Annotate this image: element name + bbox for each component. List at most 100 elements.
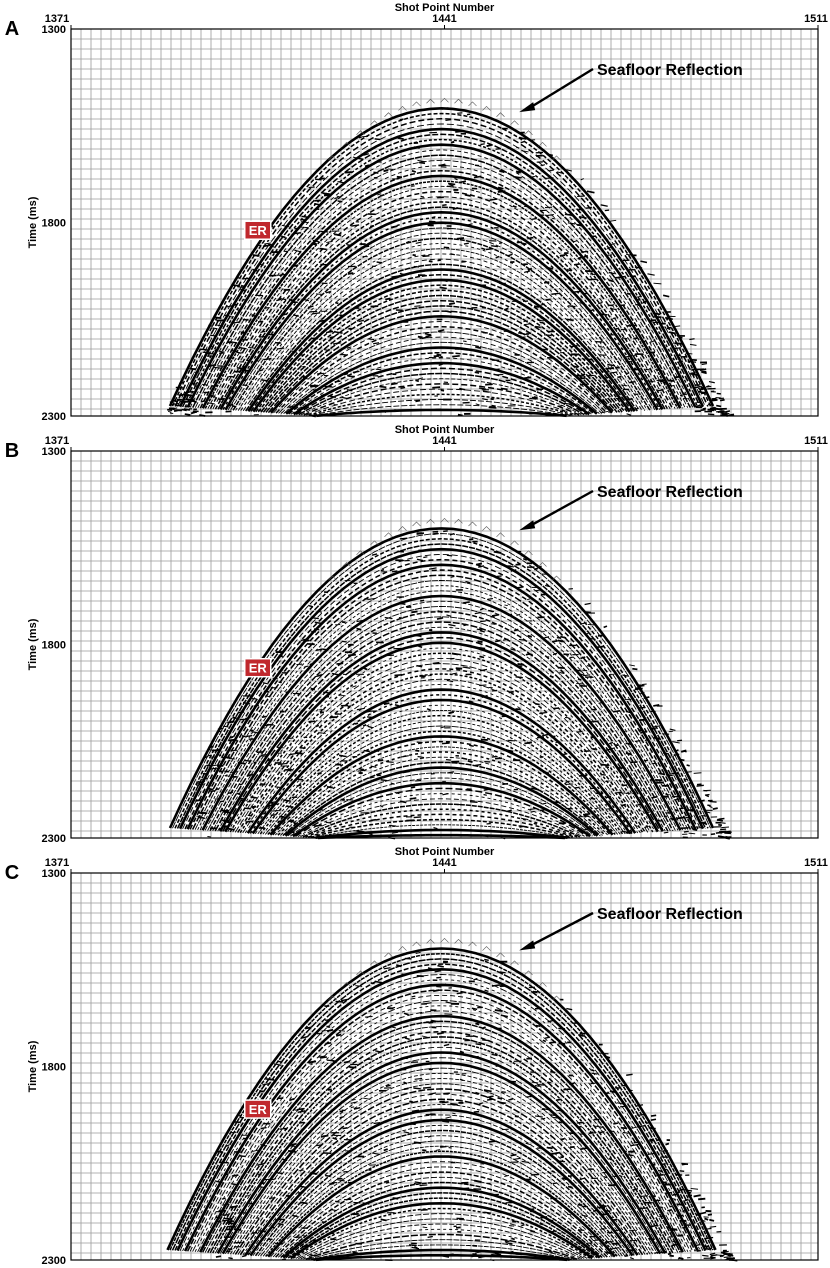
seismic-wiggles [168, 517, 732, 840]
noise-tick [584, 633, 589, 635]
noise-tick [527, 634, 533, 638]
noise-tick [399, 1159, 406, 1162]
noise-tick [289, 820, 296, 823]
noise-tick [717, 835, 725, 839]
noise-tick [435, 1149, 441, 1151]
noise-tick [307, 305, 314, 309]
reflection-event [230, 232, 653, 411]
noise-tick [238, 797, 244, 800]
noise-tick [278, 273, 286, 276]
noise-tick [348, 653, 356, 657]
apex-chevron [468, 521, 477, 527]
noise-tick [318, 610, 322, 613]
noise-tick [650, 1224, 658, 1228]
reflection-event [184, 558, 699, 830]
noise-tick [626, 413, 632, 416]
noise-tick [577, 1121, 584, 1124]
reflection-event [216, 1051, 667, 1254]
noise-tick [383, 702, 390, 706]
noise-tick [530, 1229, 536, 1233]
noise-tick [662, 294, 670, 298]
noise-tick [318, 673, 324, 677]
noise-tick [669, 818, 675, 821]
noise-tick [690, 1187, 699, 1190]
noise-tick [597, 1180, 602, 1183]
reflection-event [212, 1041, 671, 1254]
noise-tick [559, 351, 565, 354]
noise-tick [499, 169, 505, 174]
noise-tick [222, 756, 230, 759]
noise-tick [665, 317, 672, 320]
noise-tick [580, 656, 586, 660]
noise-tick [169, 400, 174, 403]
noise-tick [226, 1144, 230, 1147]
seafloor-reflection-label: Seafloor Reflection [597, 484, 743, 501]
noise-tick [681, 1163, 688, 1166]
noise-tick [302, 375, 307, 379]
noise-tick [424, 332, 432, 336]
noise-tick [315, 293, 322, 295]
noise-tick [479, 1102, 484, 1105]
noise-tick [368, 597, 376, 600]
noise-tick [521, 150, 529, 153]
noise-tick [693, 1243, 700, 1247]
noise-tick [668, 730, 674, 733]
noise-tick [475, 1043, 482, 1046]
apex-chevron [496, 532, 505, 538]
reflection-event [310, 1244, 573, 1260]
reflection-event [311, 399, 572, 416]
noise-tick [405, 240, 410, 244]
noise-tick [404, 957, 412, 960]
noise-tick [642, 300, 647, 304]
noise-tick [409, 797, 417, 800]
noise-tick [364, 598, 370, 600]
noise-tick [558, 1121, 562, 1124]
apex-chevron [454, 518, 463, 524]
noise-tick [443, 1043, 450, 1047]
noise-tick [379, 804, 384, 808]
noise-tick [491, 755, 498, 758]
noise-tick [710, 1254, 718, 1257]
noise-tick [331, 672, 339, 676]
reflection-event [250, 273, 633, 412]
noise-tick [655, 1138, 660, 1142]
noise-tick [585, 206, 592, 209]
noise-tick [590, 736, 595, 739]
noise-tick [444, 983, 449, 986]
reflection-event [201, 174, 682, 409]
reflection-event [201, 594, 682, 831]
reflection-event [288, 351, 595, 415]
noise-tick [276, 298, 282, 302]
noise-tick [215, 1255, 222, 1258]
noise-tick [412, 253, 416, 257]
noise-tick [452, 207, 459, 210]
noise-tick [228, 757, 235, 760]
noise-tick [553, 1116, 561, 1119]
noise-tick [448, 302, 456, 306]
noise-tick [706, 385, 710, 388]
noise-tick [415, 379, 420, 383]
noise-tick [252, 268, 258, 272]
plot-frame [70, 872, 819, 1261]
noise-tick [651, 1163, 656, 1166]
noise-tick [463, 623, 467, 627]
noise-tick [517, 332, 526, 335]
noise-tick [704, 793, 710, 796]
noise-tick [539, 809, 545, 812]
reflection-event [267, 730, 616, 835]
noise-tick [481, 694, 488, 699]
noise-tick [546, 177, 554, 179]
noise-tick [623, 1150, 627, 1152]
noise-tick [557, 666, 565, 669]
noise-tick [609, 371, 618, 374]
noise-tick [516, 146, 520, 149]
noise-tick [707, 1213, 713, 1216]
apex-chevron [412, 101, 421, 107]
noise-tick [709, 1252, 716, 1256]
noise-tick [399, 537, 408, 540]
noise-tick [272, 381, 277, 384]
noise-tick [433, 532, 439, 536]
noise-tick [278, 654, 284, 658]
noise-tick [226, 1236, 234, 1239]
noise-tick [298, 1169, 304, 1172]
